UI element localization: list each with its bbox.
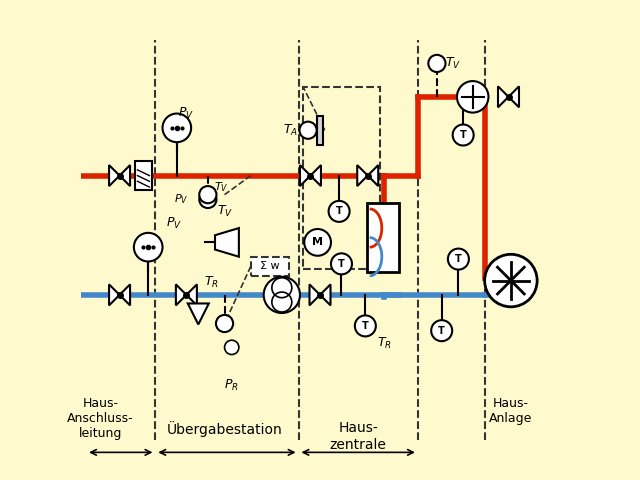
- Polygon shape: [310, 284, 320, 305]
- Text: Haus-
Anschluss-
leitung: Haus- Anschluss- leitung: [67, 397, 134, 441]
- Circle shape: [163, 114, 191, 142]
- Circle shape: [355, 315, 376, 336]
- Polygon shape: [186, 284, 197, 305]
- Text: $P_V$: $P_V$: [166, 216, 182, 231]
- Text: $T_R$: $T_R$: [204, 275, 219, 290]
- Text: T: T: [455, 254, 462, 264]
- Polygon shape: [215, 228, 239, 257]
- Bar: [367, 203, 399, 272]
- Polygon shape: [120, 284, 130, 305]
- Text: T: T: [362, 321, 369, 331]
- Circle shape: [331, 253, 352, 275]
- Polygon shape: [320, 284, 330, 305]
- Circle shape: [264, 277, 300, 313]
- FancyBboxPatch shape: [135, 161, 152, 190]
- Polygon shape: [509, 86, 519, 108]
- Text: Haus-
Anlage: Haus- Anlage: [489, 397, 532, 425]
- Polygon shape: [368, 165, 378, 186]
- Text: $P_V$: $P_V$: [174, 192, 189, 206]
- Text: T: T: [338, 259, 345, 269]
- Text: $T_V$: $T_V$: [214, 180, 228, 194]
- Text: $P_V$: $P_V$: [179, 106, 195, 120]
- Text: $T_V$: $T_V$: [218, 204, 234, 219]
- Polygon shape: [357, 165, 368, 186]
- Circle shape: [225, 340, 239, 355]
- Circle shape: [300, 121, 317, 139]
- Polygon shape: [109, 165, 120, 186]
- Text: $T_V$: $T_V$: [445, 56, 461, 71]
- Polygon shape: [176, 284, 186, 305]
- Polygon shape: [120, 165, 130, 186]
- Polygon shape: [310, 165, 321, 186]
- Bar: [303, 87, 380, 269]
- Text: Haus-
zentrale: Haus- zentrale: [330, 421, 387, 452]
- Text: Übergabestation: Übergabestation: [166, 421, 282, 437]
- Circle shape: [448, 249, 469, 270]
- Bar: [317, 116, 323, 144]
- Text: $T_R$: $T_R$: [377, 336, 392, 350]
- Circle shape: [199, 186, 216, 203]
- Circle shape: [304, 229, 331, 256]
- Text: M: M: [312, 238, 323, 247]
- Text: Σ w: Σ w: [260, 261, 280, 271]
- Circle shape: [199, 191, 216, 208]
- Circle shape: [457, 81, 488, 113]
- Polygon shape: [498, 86, 509, 108]
- Circle shape: [428, 55, 445, 72]
- Circle shape: [134, 233, 163, 262]
- Circle shape: [484, 254, 537, 307]
- Polygon shape: [188, 303, 209, 324]
- Text: $P_R$: $P_R$: [224, 378, 239, 394]
- Text: T: T: [438, 325, 445, 336]
- Circle shape: [216, 315, 233, 332]
- Polygon shape: [109, 284, 120, 305]
- Text: T: T: [460, 130, 467, 140]
- Text: $T_A$: $T_A$: [284, 123, 298, 138]
- Circle shape: [452, 124, 474, 145]
- Bar: [251, 257, 289, 276]
- Text: T: T: [336, 206, 342, 216]
- Circle shape: [431, 320, 452, 341]
- Circle shape: [328, 201, 349, 222]
- Polygon shape: [300, 165, 310, 186]
